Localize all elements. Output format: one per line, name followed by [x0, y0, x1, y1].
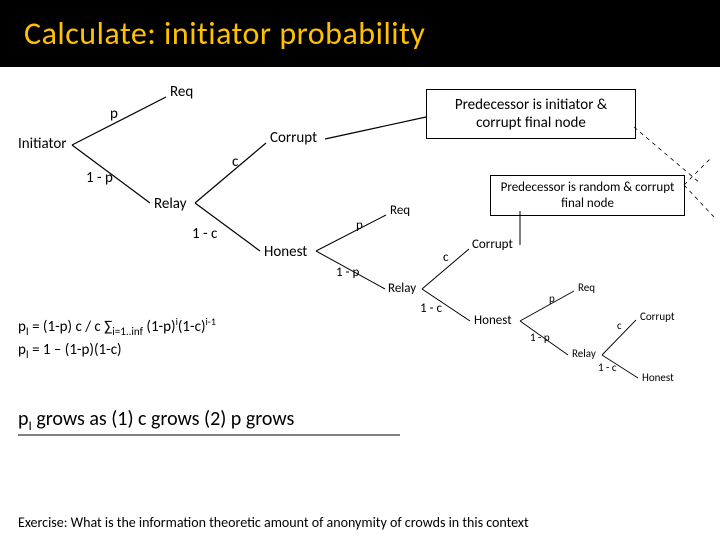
diagram-area: Initiator p 1 - p Req Relay c 1 - c Corr… [0, 67, 720, 543]
initiator-label: Initiator [18, 135, 67, 153]
honest-label-1: Honest [264, 243, 307, 261]
formula-1: pI = (1-p) c / c ∑i=1..inf (1-p)i(1-c)i-… [18, 315, 216, 340]
one-minus-p-label-1: 1 - p [86, 169, 113, 187]
relay-label-3: Relay [572, 347, 596, 360]
callout-random: Predecessor is random & corrupt final no… [490, 175, 685, 216]
honest-label-2: Honest [474, 313, 512, 328]
exercise-text: Exercise: What is the information theore… [18, 514, 529, 531]
p-label-3: p [549, 292, 555, 305]
c-label-1: c [232, 153, 238, 171]
one-minus-p-label-3: 1 - p [530, 331, 550, 344]
relay-label-1: Relay [154, 195, 186, 213]
grow-statement: pI grows as (1) c grows (2) p grows [18, 407, 294, 434]
c-label-2: c [443, 250, 449, 265]
formula-2: pI = 1 – (1-p)(1-c) [18, 340, 216, 363]
one-minus-p-label-2: 1 - p [336, 265, 359, 280]
formula-block: pI = (1-p) c / c ∑i=1..inf (1-p)i(1-c)i-… [18, 315, 216, 363]
c-label-3: c [617, 319, 622, 332]
relay-label-2: Relay [388, 281, 416, 296]
corrupt-label-1: Corrupt [270, 129, 317, 147]
page-title: Calculate: initiator probability [0, 0, 720, 67]
p-label-2: p [356, 218, 363, 233]
req-label-2: Req [390, 203, 410, 218]
one-minus-c-label-3: 1 - c [598, 361, 617, 374]
req-label-1: Req [170, 83, 193, 101]
corrupt-label-2: Corrupt [472, 237, 513, 252]
one-minus-c-label-2: 1 - c [420, 301, 442, 316]
honest-label-3: Honest [642, 371, 674, 384]
p-label-1: p [110, 105, 118, 123]
corrupt-label-3: Corrupt [640, 310, 675, 323]
callout-initiator: Predecessor is initiator & corrupt final… [426, 89, 636, 139]
req-label-3: Req [578, 281, 595, 294]
one-minus-c-label-1: 1 - c [192, 225, 217, 243]
